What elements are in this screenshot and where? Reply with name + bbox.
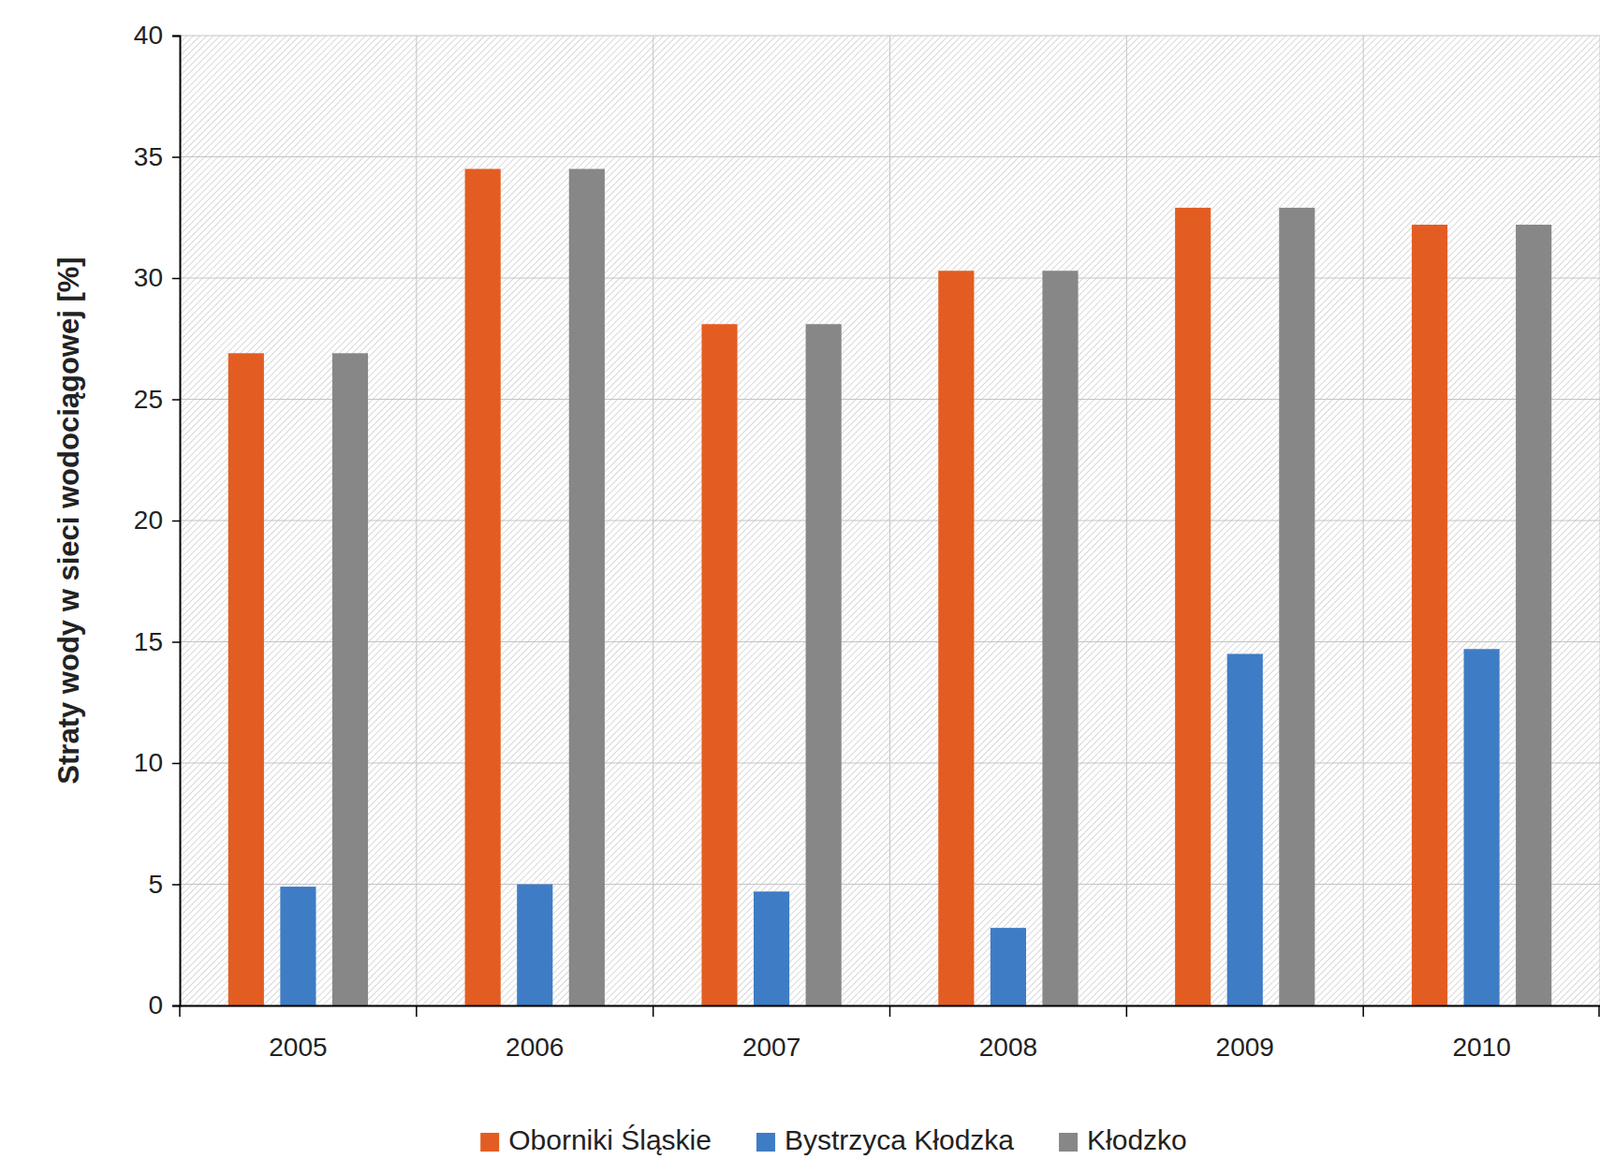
category-separator [1362,1005,1365,1017]
tick: 2005 [268,1005,327,1062]
grid-line-vertical [889,35,891,1006]
category-separator [889,1005,892,1017]
tick-mark [172,1005,180,1008]
tick-label: 2006 [505,1032,564,1062]
series [279,648,1499,1006]
tick-label: 35 [133,142,163,172]
tick-mark [172,520,180,523]
legend-item: Bystrzyca Kłodzka [756,1124,1014,1156]
tick: 40 [133,20,180,50]
legend: Oborniki Śląskie Bystrzyca Kłodzka Kłodzko [480,1124,1188,1156]
tick-label: 2010 [1452,1032,1511,1062]
tick: 0 [147,990,180,1020]
tick: 5 [147,869,180,899]
bar [1042,270,1078,1006]
bar [1515,224,1552,1006]
y-axis-title: Straty wody w sieci wodociągowej [%] [52,256,86,784]
bar [1411,224,1448,1006]
tick-mark [172,883,180,886]
legend-label: Bystrzyca Kłodzka [784,1124,1014,1156]
grid-line-vertical [1126,35,1128,1006]
bar [990,927,1027,1006]
bar [516,884,553,1007]
chart: 0 5 10 15 20 25 30 35 40 2005 2006 2007 2008 2009 2010… [0,0,1600,1174]
tick-mark [172,763,180,765]
plot-background [179,35,1600,1006]
tick-label: 2009 [1216,1032,1275,1062]
category-separator [1598,1005,1600,1017]
bar [701,323,737,1006]
plot: 0 5 10 15 20 25 30 35 40 2005 2006 2007 2008 2009 2010 [133,20,1600,1061]
bar [1227,653,1263,1006]
category-separator [178,1005,181,1017]
legend-label: Oborniki Śląskie [508,1124,712,1156]
legend-label: Kłodzko [1086,1124,1188,1156]
tick-label: 5 [147,869,163,899]
legend-item: Kłodzko [1058,1124,1188,1156]
grid-line-vertical [415,35,417,1006]
tick-label: 40 [133,20,163,50]
tick: 30 [133,263,180,293]
tick-label: 2005 [268,1032,327,1062]
tick-label: 15 [133,627,163,657]
tick: 2008 [979,1005,1038,1062]
tick-mark [172,35,180,38]
grid [179,35,1600,1006]
bar [938,270,974,1006]
category-separator [1126,1005,1129,1017]
bar [1174,207,1211,1006]
grid-line-vertical [1363,35,1365,1006]
series [332,168,1552,1006]
tick: 2007 [742,1005,801,1062]
x-axis: 2005 2006 2007 2008 2009 2010 [179,1005,1600,1062]
bar [279,886,316,1006]
tick-label: 20 [133,505,163,535]
bars [228,168,1552,1006]
bar [1464,648,1500,1006]
bar [806,323,842,1006]
tick: 2010 [1452,1005,1511,1062]
tick-mark [172,398,180,401]
series [228,168,1448,1006]
axis-line [172,36,181,1007]
legend-swatch [480,1132,500,1152]
tick: 2009 [1216,1005,1275,1062]
tick-label: 30 [133,263,163,293]
tick: 20 [133,505,180,535]
bar [569,168,605,1006]
tick-label: 0 [147,990,163,1020]
bar [753,891,790,1006]
grid-line-vertical [652,35,654,1006]
bar [465,168,501,1006]
y-axis: 0 5 10 15 20 25 30 35 40 [133,20,181,1020]
tick: 35 [133,142,180,172]
bar [1278,207,1315,1006]
category-separator [415,1005,418,1017]
category-separator [652,1005,655,1017]
tick-mark [172,641,180,644]
tick-mark [172,156,180,159]
tick-label: 10 [133,748,163,778]
tick: 10 [133,748,180,778]
bar [332,352,368,1006]
tick-label: 2007 [742,1032,801,1062]
tick: 15 [133,627,180,657]
bar [228,352,265,1006]
legend-swatch [1058,1132,1078,1152]
tick: 25 [133,384,180,414]
legend-swatch [756,1132,776,1152]
tick: 2006 [505,1005,564,1062]
tick-mark [172,278,180,280]
tick-label: 2008 [979,1032,1038,1062]
tick-label: 25 [133,384,163,414]
legend-item: Oborniki Śląskie [480,1124,712,1156]
